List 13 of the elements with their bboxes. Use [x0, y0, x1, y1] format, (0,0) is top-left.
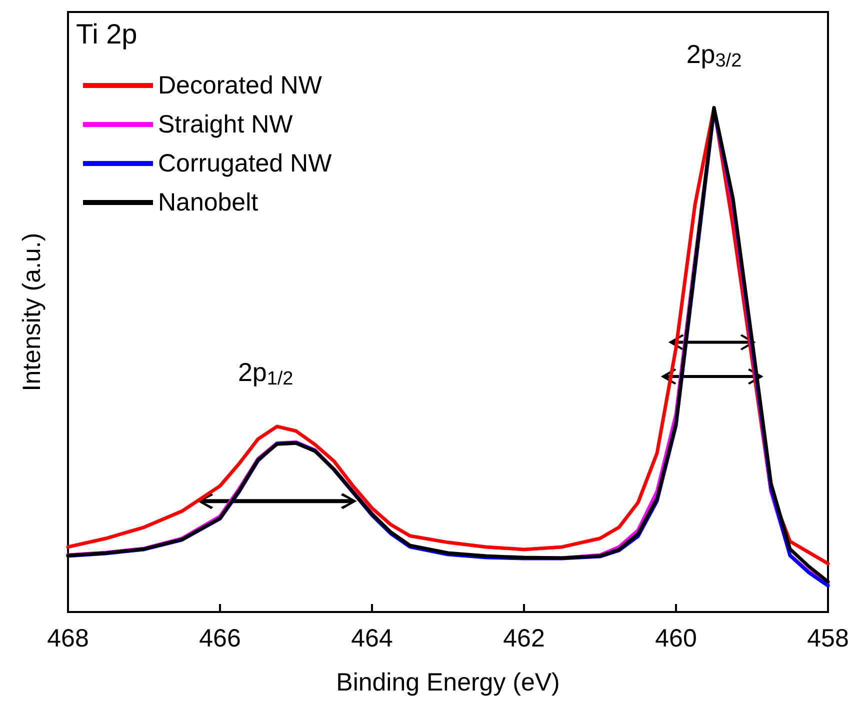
x-tick-label: 460: [655, 624, 697, 652]
legend-label: Corrugated NW: [158, 150, 332, 178]
legend-label: Nanobelt: [158, 188, 258, 216]
x-tick-label: 468: [47, 624, 89, 652]
legend-label: Straight NW: [158, 110, 294, 138]
x-axis-title: Binding Energy (eV): [336, 668, 560, 696]
x-tick-label: 458: [807, 624, 849, 652]
legend-label: Decorated NW: [158, 72, 322, 100]
x-tick-label: 466: [199, 624, 241, 652]
y-axis-title: Intensity (a.u.): [18, 232, 46, 392]
x-tick-label: 462: [503, 624, 545, 652]
text: Ti 2p: [76, 18, 138, 50]
x-tick-label: 464: [351, 624, 393, 652]
